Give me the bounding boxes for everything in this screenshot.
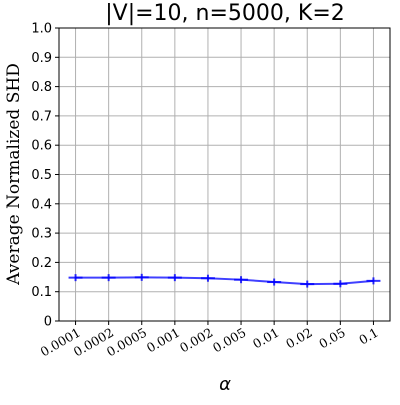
x-axis-label: α — [219, 374, 231, 395]
y-tick-label: 0.7 — [31, 109, 52, 124]
y-tick-label: 1.0 — [31, 22, 52, 37]
y-tick-label: 0.9 — [31, 51, 52, 66]
chart-title: |V|=10, n=5000, K=2 — [105, 1, 345, 26]
y-tick-label: 0.1 — [31, 285, 52, 300]
y-tick-label: 0 — [44, 315, 52, 330]
y-tick-label: 0.8 — [31, 80, 52, 95]
y-tick-label: 0.6 — [31, 139, 52, 154]
y-axis-label: Average Normalized SHD — [4, 63, 24, 286]
series-layer — [68, 273, 381, 288]
series-line — [75, 276, 374, 286]
y-tick-label: 0.5 — [31, 168, 52, 183]
y-tick-label: 0.3 — [31, 227, 52, 242]
y-tick-label: 0.2 — [31, 256, 52, 271]
y-tick-label: 0.4 — [31, 197, 52, 212]
